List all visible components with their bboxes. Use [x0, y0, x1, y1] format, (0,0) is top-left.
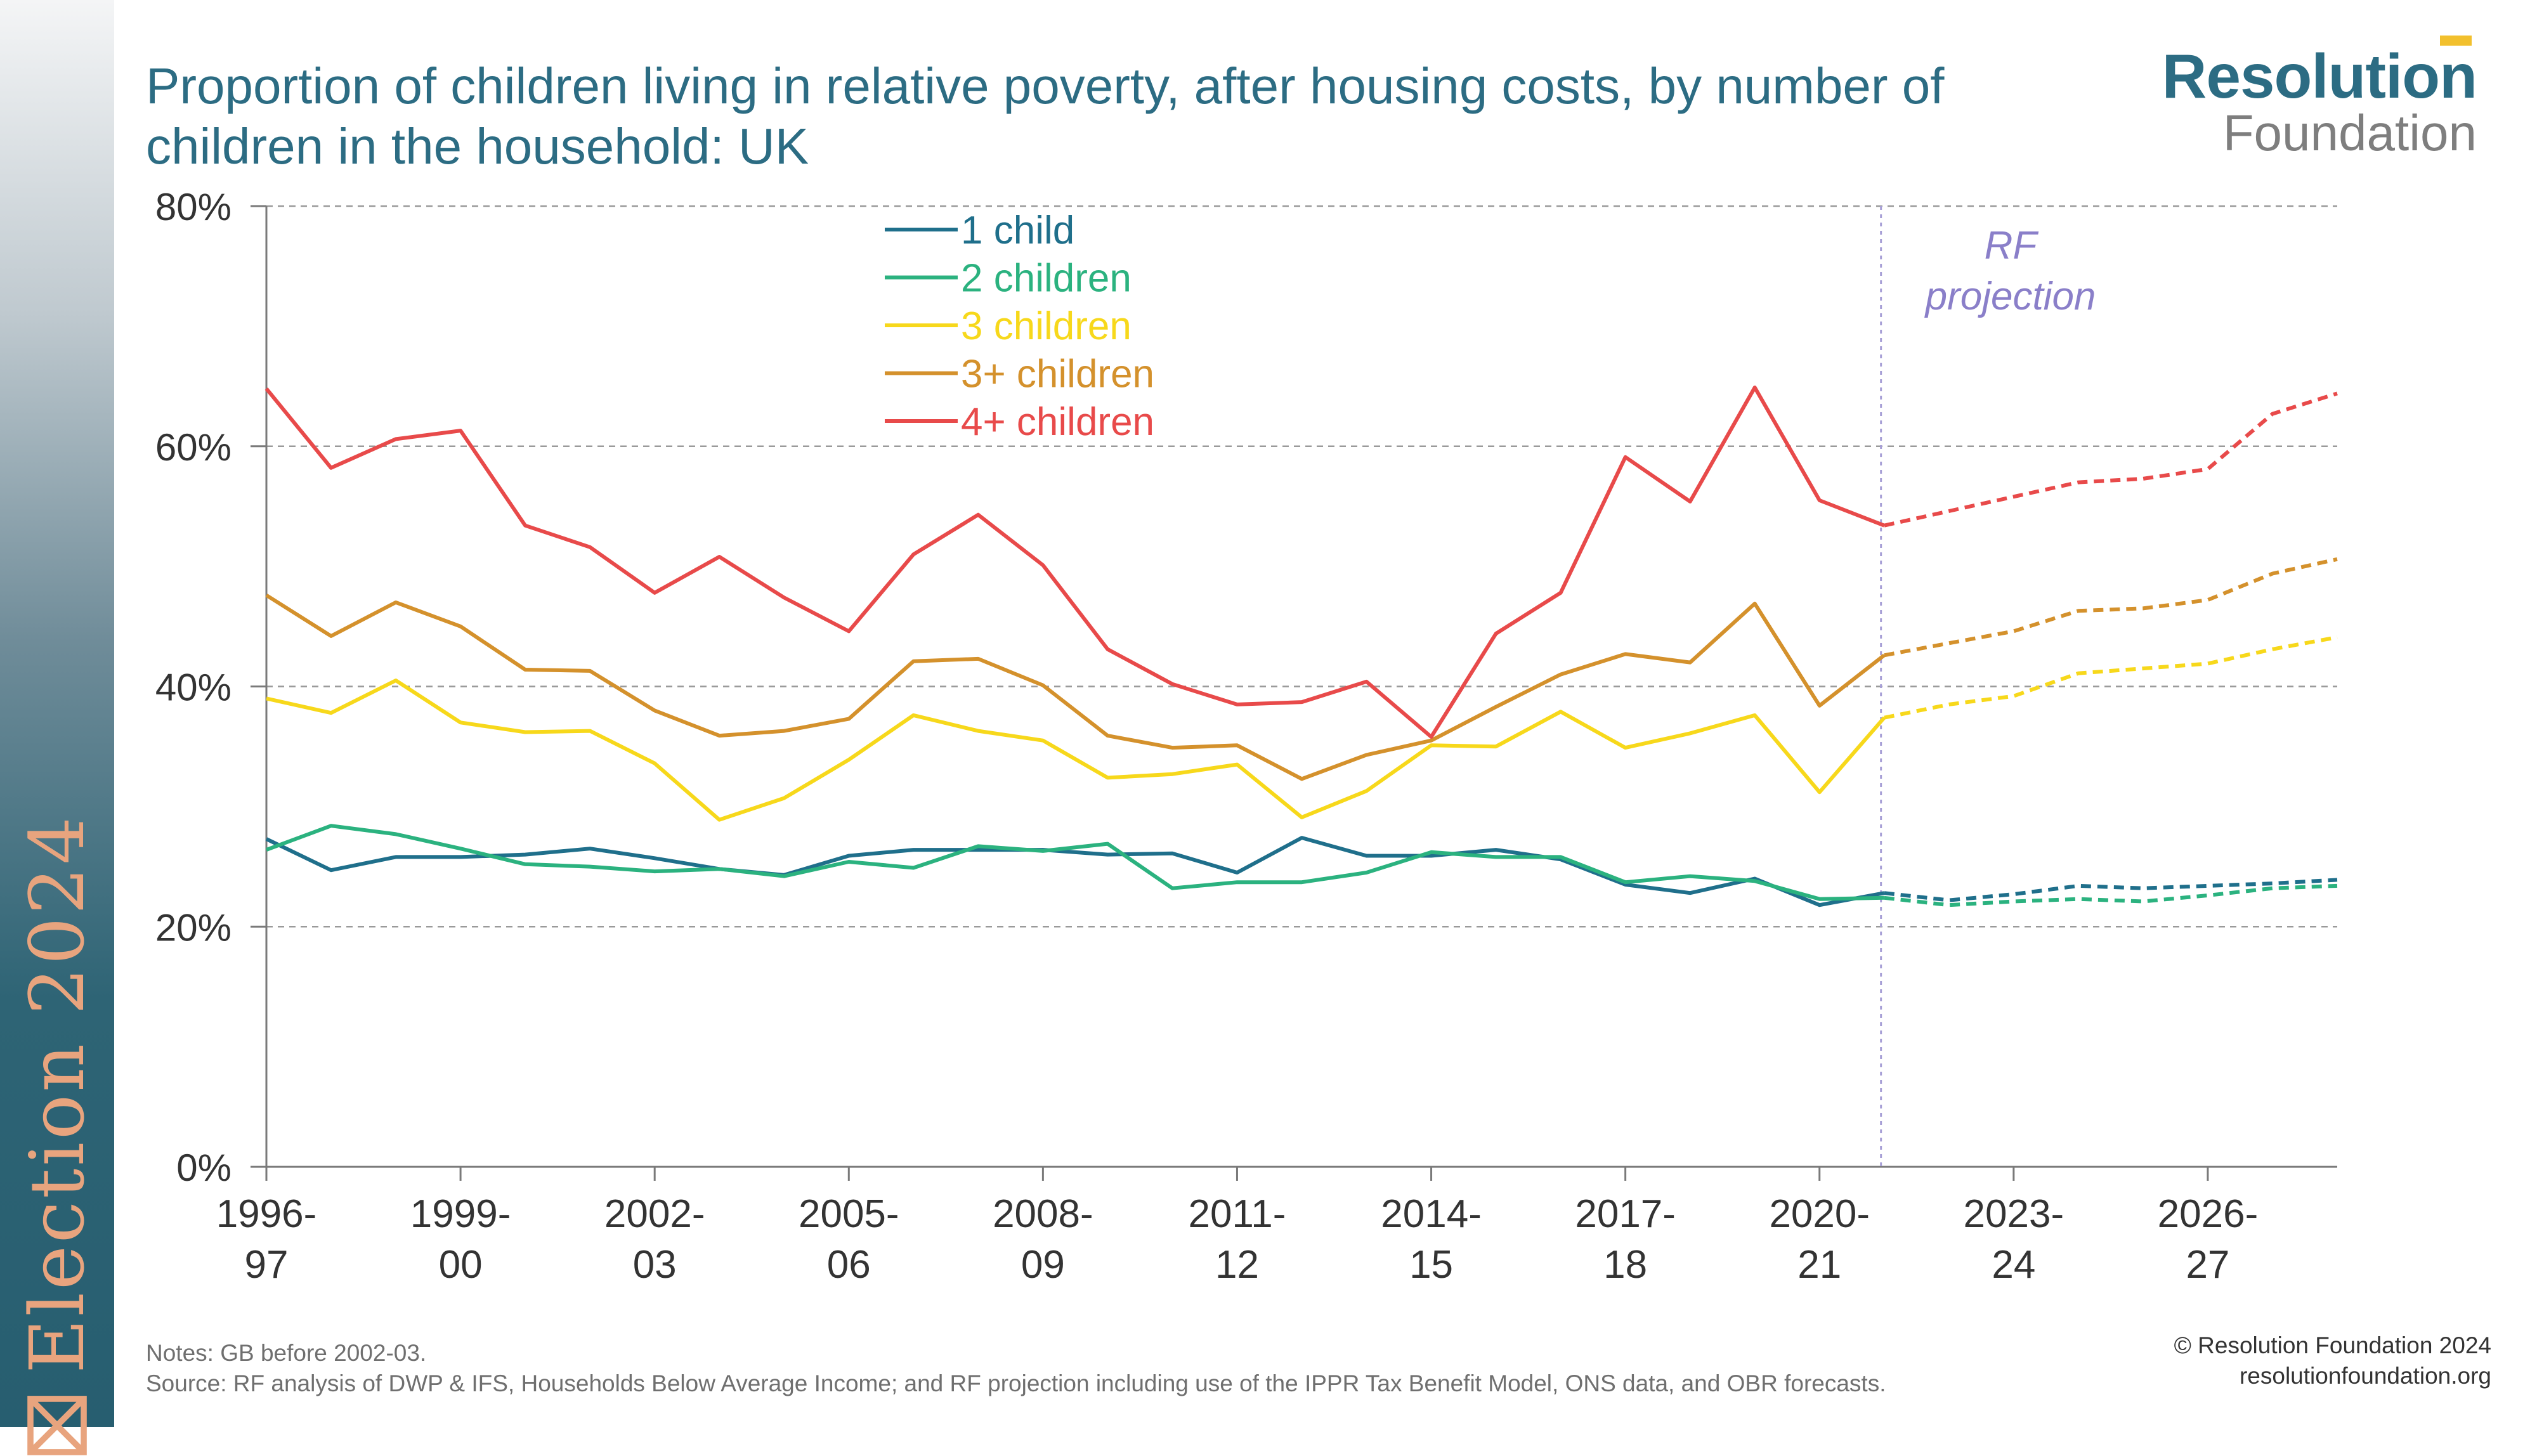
x-tick-label: 06 — [827, 1243, 871, 1287]
series-line-3plus-children — [265, 594, 1886, 781]
sidebar-banner: Election 2024 — [0, 0, 114, 1455]
copyright-block: © Resolution Foundation 2024 resolutionf… — [2174, 1330, 2491, 1391]
x-tick-label: 18 — [1603, 1243, 1647, 1287]
chart-gridlines — [266, 205, 2337, 928]
legend-label-1-child: 1 child — [961, 209, 1074, 252]
y-tick-label: 60% — [155, 426, 232, 469]
x-tick-label: 15 — [1409, 1243, 1453, 1287]
x-tick-label: 09 — [1021, 1243, 1065, 1287]
x-tick-label: 12 — [1215, 1243, 1259, 1287]
legend-label-3-children: 3 children — [961, 304, 1132, 348]
chart-series — [264, 386, 2338, 907]
x-tick-label: 24 — [1992, 1243, 2035, 1287]
website-text: resolutionfoundation.org — [2239, 1363, 2491, 1389]
series-projection-4plus-children — [1884, 391, 2338, 528]
series-projection-3-children — [1884, 635, 2338, 720]
x-tick-label: 2011- — [1188, 1192, 1286, 1236]
projection-marker: RF projection — [1880, 206, 2096, 1167]
projection-label: projection — [1924, 275, 2096, 318]
x-tick-label: 2008- — [993, 1192, 1093, 1236]
notes-text: Notes: GB before 2002-03. — [146, 1340, 427, 1366]
x-tick-label: 2020- — [1769, 1192, 1870, 1236]
x-tick-label: 1999- — [410, 1192, 511, 1236]
legend-label-4plus-children: 4+ children — [961, 400, 1154, 444]
logo-name: Resolution — [2162, 36, 2477, 108]
x-tick-label: 03 — [633, 1243, 677, 1287]
x-tick-label: 00 — [439, 1243, 483, 1287]
x-tick-label: 2005- — [799, 1192, 899, 1236]
x-tick-label: 2017- — [1575, 1192, 1676, 1236]
logo-subtitle: Foundation — [2222, 105, 2477, 161]
series-line-1-child — [265, 836, 1885, 907]
x-tick-label: 27 — [2186, 1243, 2229, 1287]
legend-label-2-children: 2 children — [961, 257, 1132, 301]
brand-logo: Resolution Foundation — [2162, 36, 2477, 161]
y-tick-label: 40% — [155, 666, 232, 709]
y-tick-label: 20% — [155, 906, 232, 949]
y-tick-label: 0% — [176, 1147, 232, 1189]
chart-axes: 0% 20% 40% 60% 80% 1996- 97 1999- 00 2002- 03 2005-… — [155, 186, 2337, 1287]
chart-title: Proportion of children living in relativ… — [146, 58, 1945, 174]
x-tick-label: 2023- — [1964, 1192, 2064, 1236]
x-tick-label: 97 — [245, 1243, 289, 1287]
chart-notes: Notes: GB before 2002-03. Source: RF ana… — [146, 1338, 1886, 1399]
x-tick-label: 2026- — [2158, 1192, 2259, 1236]
x-tick-label: 21 — [1797, 1243, 1841, 1287]
series-projection-3plus-children — [1884, 557, 2338, 658]
y-tick-label: 80% — [155, 186, 232, 228]
series-projection-1-child — [1884, 878, 2338, 902]
projection-label: RF — [1985, 224, 2039, 268]
legend-label-3plus-children: 3+ children — [961, 353, 1154, 396]
series-line-4plus-children — [264, 386, 1885, 739]
x-tick-label: 2002- — [604, 1192, 705, 1236]
series-line-3-children — [266, 679, 1886, 822]
logo-accent-mark — [2440, 36, 2472, 46]
source-text: Source: RF analysis of DWP & IFS, Househ… — [146, 1370, 1886, 1396]
x-tick-label: 1996- — [216, 1192, 317, 1236]
series-projection-2-children — [1884, 883, 2338, 907]
copyright-text: © Resolution Foundation 2024 — [2174, 1332, 2491, 1358]
series-line-2-children — [265, 824, 1884, 901]
x-tick-label: 2014- — [1381, 1192, 1482, 1236]
